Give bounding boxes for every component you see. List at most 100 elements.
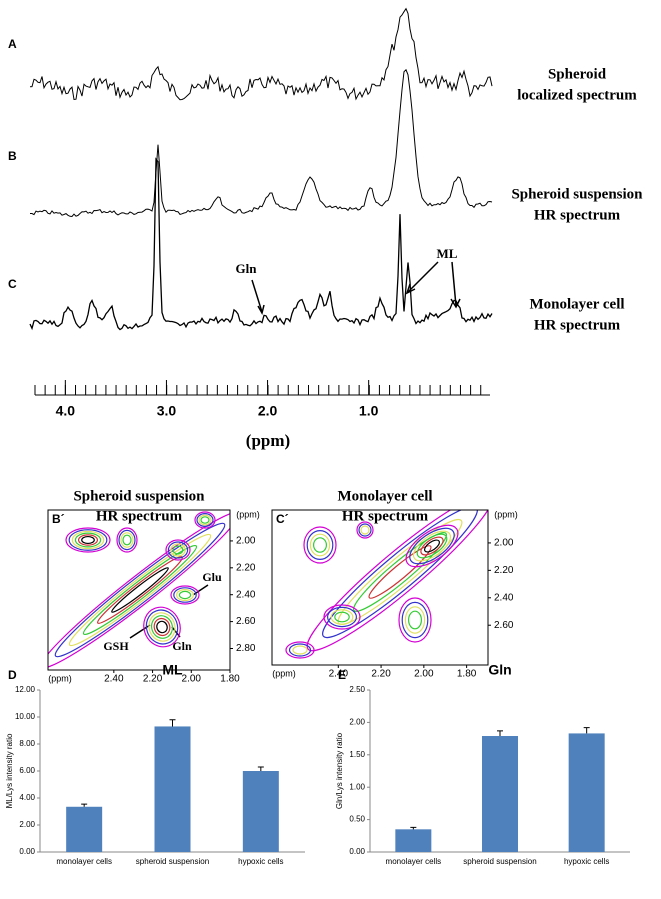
contours	[285, 510, 488, 659]
x-tick-label: 2.20	[143, 674, 163, 685]
y-tick-label: 2.40	[494, 592, 514, 603]
contour	[118, 529, 136, 551]
x-tick-label: 1.80	[220, 674, 240, 685]
y-tick-label: 2.00	[349, 718, 365, 727]
contour	[401, 601, 429, 639]
bar	[66, 806, 103, 852]
contour	[352, 532, 448, 612]
contour	[198, 514, 212, 526]
y-tick-label: 2.40	[236, 589, 256, 600]
x-tick-label: 2.00	[182, 674, 202, 685]
cosy-title: Spheroid suspension	[73, 488, 205, 504]
x-tick-label: spheroid suspension	[463, 857, 536, 866]
bar	[568, 733, 605, 852]
bar	[242, 771, 279, 852]
spectrum-caption: Monolayer cell	[529, 296, 624, 312]
contour	[120, 532, 134, 548]
x-axis-label: (ppm)	[246, 431, 290, 450]
contour	[404, 606, 426, 634]
contour	[330, 609, 354, 625]
annotation: GSH	[103, 639, 129, 653]
contour	[323, 604, 361, 630]
spectrum-caption: HR spectrum	[534, 317, 621, 333]
annotation: ML	[437, 246, 458, 261]
contour	[173, 587, 197, 603]
error-bar	[583, 727, 590, 734]
y-tick-label: 2.60	[236, 616, 256, 627]
contour	[97, 556, 183, 624]
unit: (ppm)	[494, 509, 518, 519]
contour	[111, 567, 169, 613]
panel-letter: B	[8, 149, 17, 163]
contour	[416, 533, 448, 559]
spectrum-caption: localized spectrum	[517, 87, 637, 103]
chart-title: ML	[162, 662, 183, 678]
x-tick-label: monolayer cells	[386, 857, 442, 866]
contour	[285, 641, 315, 659]
contour	[292, 645, 308, 655]
contour	[405, 524, 459, 568]
contour	[358, 523, 372, 537]
contour	[334, 611, 350, 623]
contour	[165, 539, 191, 561]
x-tick-label: 2.0	[258, 403, 278, 419]
bar	[395, 829, 432, 852]
spectrum-a	[29, 7, 493, 101]
error-bar	[169, 719, 176, 727]
y-tick-label: 8.00	[19, 739, 35, 748]
x-tick-label: 4.0	[56, 403, 76, 419]
contour	[145, 609, 179, 645]
unit: (ppm)	[48, 673, 72, 683]
x-tick-label: hypoxic cells	[238, 857, 283, 866]
error-bar	[81, 803, 88, 807]
contour	[81, 535, 95, 545]
panel-letter: C´	[276, 512, 289, 526]
bar	[154, 726, 191, 852]
contour	[74, 532, 102, 548]
contour	[327, 606, 358, 628]
contour	[322, 510, 478, 639]
annotation: Glu	[202, 570, 222, 584]
contour	[153, 617, 171, 637]
chart-title: Gln	[488, 662, 511, 678]
contour	[420, 536, 444, 556]
x-tick-label: monolayer cells	[56, 857, 112, 866]
y-tick-label: 0.00	[19, 847, 35, 856]
contour	[303, 526, 337, 564]
error-bar	[497, 730, 503, 737]
y-tick-label: 2.50	[349, 685, 365, 694]
contour	[409, 527, 455, 565]
y-tick-label: 6.00	[19, 766, 35, 775]
contour	[194, 511, 216, 529]
cosy-frame	[271, 509, 489, 666]
contour	[77, 534, 99, 546]
annotation: Gln	[172, 639, 192, 653]
contour	[148, 612, 176, 642]
y-tick-label: 2.60	[494, 620, 514, 631]
contour	[412, 530, 452, 562]
contour	[150, 615, 174, 639]
contour	[122, 534, 132, 546]
contour	[360, 525, 370, 535]
contour	[424, 539, 440, 553]
y-tick-label: 0.00	[349, 847, 365, 856]
y-tick-label: 2.00	[19, 820, 35, 829]
contour	[116, 527, 138, 553]
cosy-frame	[47, 509, 231, 671]
x-tick-label: 1.0	[359, 403, 379, 419]
y-tick-label: 2.00	[494, 538, 514, 549]
y-tick-label: 2.20	[494, 565, 514, 576]
error-bar	[257, 766, 264, 771]
bar	[482, 736, 518, 852]
contour	[170, 543, 186, 557]
x-tick-label: 2.20	[371, 669, 391, 680]
contour	[288, 643, 312, 657]
contour	[54, 522, 226, 658]
x-tick-label: 2.40	[329, 669, 349, 680]
panel-letter: D	[8, 668, 17, 682]
x-tick-label: 3.0	[157, 403, 177, 419]
contour	[143, 606, 181, 648]
y-axis-label: ML/Lys intensity ratio	[5, 733, 14, 808]
contour	[356, 521, 374, 539]
